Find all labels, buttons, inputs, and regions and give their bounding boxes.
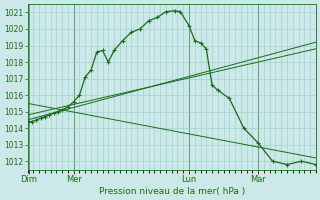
X-axis label: Pression niveau de la mer( hPa ): Pression niveau de la mer( hPa ) — [99, 187, 245, 196]
